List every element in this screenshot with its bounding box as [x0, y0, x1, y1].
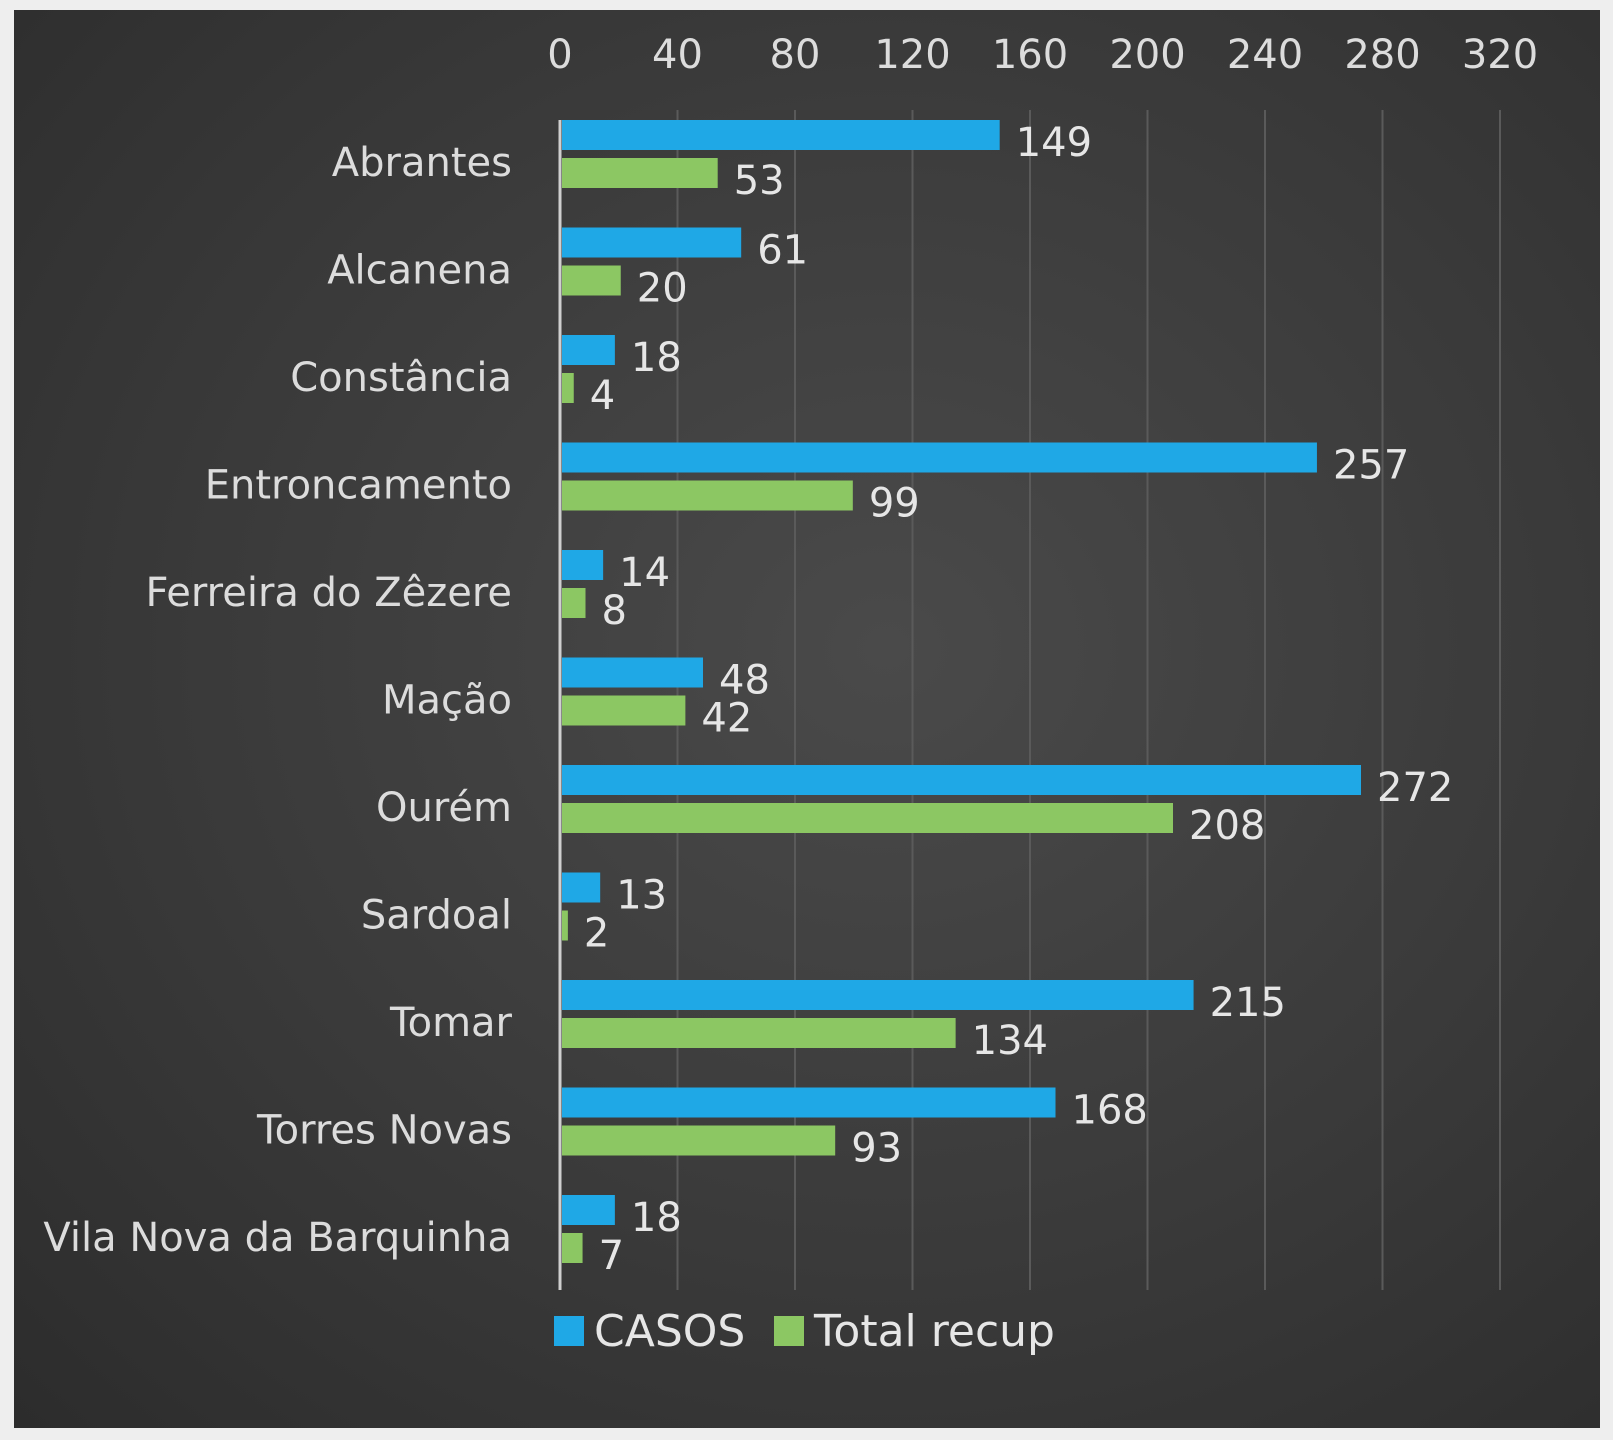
bar-casos	[562, 1195, 615, 1225]
legend-swatch	[554, 1316, 584, 1346]
x-tick-label: 40	[652, 32, 703, 78]
x-tick-label: 160	[992, 32, 1068, 78]
data-label: 168	[1072, 1088, 1148, 1134]
data-label: 7	[599, 1233, 624, 1279]
category-label: Torres Novas	[256, 1108, 512, 1154]
data-label: 149	[1016, 120, 1092, 166]
bar-total-recup	[562, 158, 718, 188]
data-label: 134	[972, 1018, 1048, 1064]
category-label: Tomar	[389, 1000, 513, 1046]
x-axis-ticks: 0 40 80 120 160 200 240 280 320	[547, 32, 1538, 78]
bar-total-recup	[562, 265, 621, 296]
x-tick-label: 200	[1109, 32, 1185, 78]
bar-total-recup	[562, 910, 568, 941]
bar-casos	[562, 765, 1361, 795]
legend: CASOS Total recup	[554, 1306, 1055, 1357]
category-label: Sardoal	[361, 893, 512, 939]
category-label: Alcanena	[327, 248, 512, 294]
category-labels: Abrantes Alcanena Constância Entroncamento F…	[43, 140, 512, 1261]
bar-casos	[562, 657, 703, 688]
bar-total-recup	[562, 588, 586, 618]
category-label: Ferreira do Zêzere	[145, 570, 512, 616]
bar-casos	[562, 1087, 1056, 1118]
data-label: 208	[1189, 803, 1265, 849]
data-label: 42	[701, 696, 752, 742]
bar-total-recup	[562, 803, 1173, 833]
data-label: 8	[602, 588, 627, 634]
data-label: 2	[584, 911, 609, 957]
bar-total-recup	[562, 373, 574, 403]
x-tick-label: 0	[547, 32, 572, 78]
bar-total-recup	[562, 1125, 836, 1156]
data-label: 4	[590, 373, 615, 419]
data-label: 53	[734, 158, 785, 204]
bar-casos	[562, 120, 1000, 150]
legend-label: CASOS	[594, 1306, 745, 1357]
x-tick-label: 280	[1344, 32, 1420, 78]
bar-total-recup	[562, 1233, 583, 1263]
data-label: 48	[719, 658, 770, 704]
data-label: 61	[757, 228, 808, 274]
category-label: Ourém	[376, 785, 512, 831]
data-label: 20	[637, 266, 688, 312]
data-label: 215	[1210, 980, 1286, 1026]
x-tick-label: 240	[1227, 32, 1303, 78]
bar-casos	[562, 980, 1194, 1010]
bar-casos	[562, 335, 615, 365]
category-label: Entroncamento	[205, 463, 512, 509]
x-tick-label: 80	[770, 32, 821, 78]
bar-total-recup	[562, 695, 686, 726]
data-label: 18	[631, 335, 682, 381]
bar-total-recup	[562, 480, 853, 511]
data-label: 99	[869, 481, 920, 527]
legend-swatch	[774, 1316, 804, 1346]
bar-casos	[562, 550, 604, 580]
legend-label: Total recup	[813, 1306, 1055, 1357]
bar-casos	[562, 872, 601, 903]
bar-casos	[562, 442, 1317, 473]
category-label: Constância	[290, 355, 512, 401]
data-label: 18	[631, 1195, 682, 1241]
bar-chart: 0 40 80 120 160 200 240 280 320 Abrantes Alcanena…	[43, 32, 1538, 1357]
x-tick-label: 120	[874, 32, 950, 78]
data-label: 257	[1333, 443, 1409, 489]
gridlines	[676, 110, 1501, 1290]
category-label: Abrantes	[332, 140, 512, 186]
bars	[562, 120, 1361, 1263]
data-label: 93	[851, 1126, 902, 1172]
data-label: 13	[616, 873, 667, 919]
data-label: 272	[1377, 765, 1453, 811]
data-label: 14	[619, 550, 670, 596]
x-tick-label: 320	[1462, 32, 1538, 78]
category-label: Vila Nova da Barquinha	[43, 1215, 512, 1261]
bar-total-recup	[562, 1018, 956, 1048]
bar-casos	[562, 227, 742, 258]
category-label: Mação	[382, 678, 512, 724]
chart-frame: 0 40 80 120 160 200 240 280 320 Abrantes Alcanena…	[14, 10, 1600, 1428]
